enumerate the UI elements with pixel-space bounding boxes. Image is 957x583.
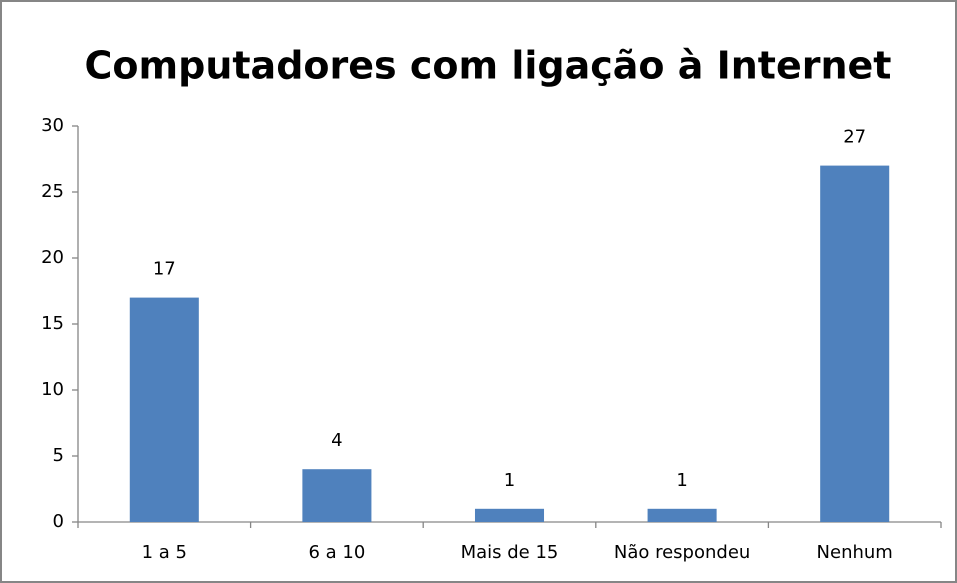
data-label: 27 [843, 127, 866, 148]
y-tick-label: 5 [53, 445, 64, 466]
bar [302, 469, 372, 522]
data-label: 17 [153, 259, 176, 280]
bar [129, 297, 199, 522]
x-tick-label: Mais de 15 [461, 542, 559, 563]
x-tick-label: 6 a 10 [308, 542, 365, 563]
y-tick-label: 20 [41, 247, 64, 268]
x-tick-label: 1 a 5 [142, 542, 187, 563]
y-tick-label: 15 [41, 313, 64, 334]
x-tick-label: Nenhum [817, 542, 893, 563]
data-label: 1 [504, 470, 515, 491]
x-tick-label: Não respondeu [614, 542, 750, 563]
y-tick-label: 0 [53, 511, 64, 532]
bar [647, 508, 717, 522]
y-tick-label: 25 [41, 181, 64, 202]
y-tick-label: 30 [41, 115, 64, 136]
chart-title: Computadores com ligação à Internet [85, 44, 892, 88]
bar [820, 165, 890, 522]
data-label: 4 [331, 430, 342, 451]
data-label: 1 [676, 470, 687, 491]
y-tick-label: 10 [41, 379, 64, 400]
bar [474, 508, 545, 522]
